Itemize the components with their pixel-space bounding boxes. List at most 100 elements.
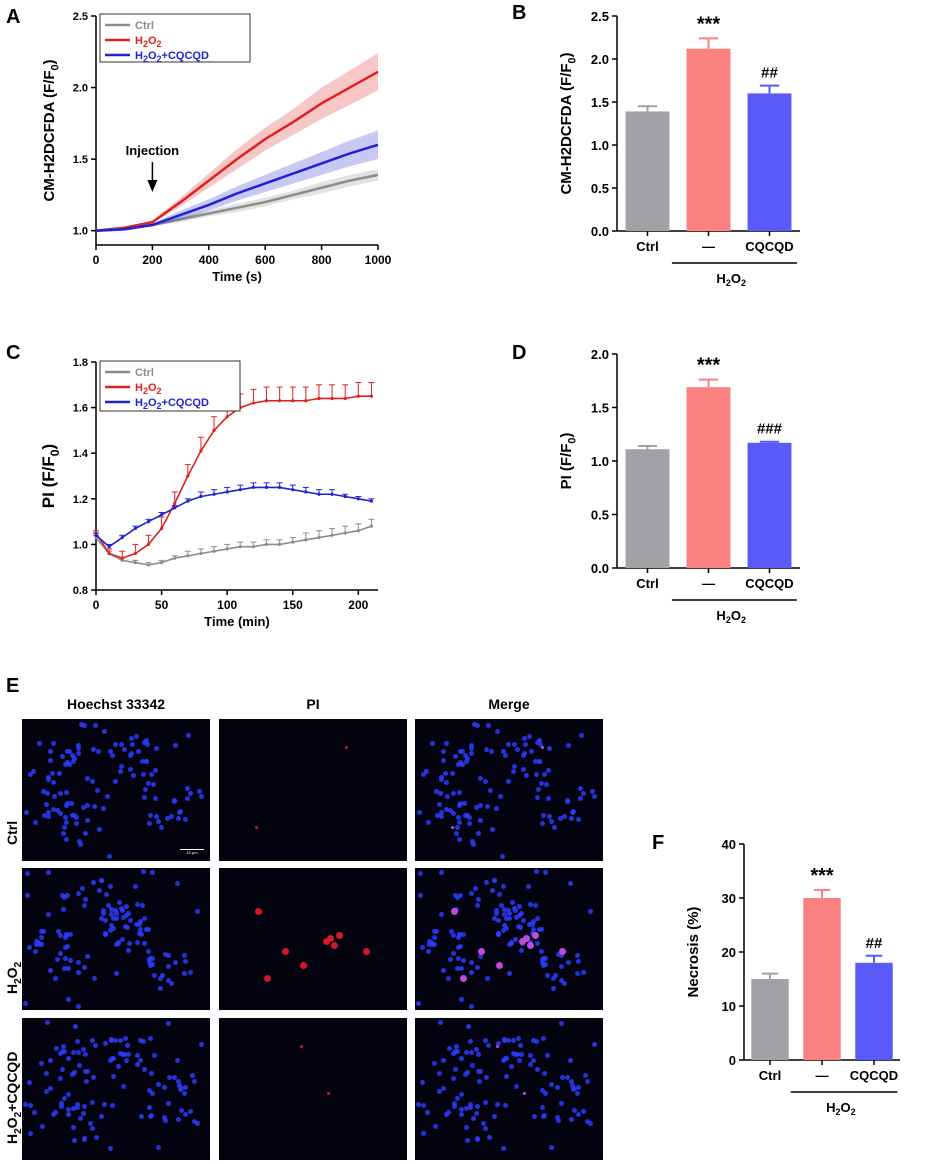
nucleus-dot xyxy=(24,871,30,877)
nucleus-dot xyxy=(445,976,451,982)
nucleus-dot xyxy=(92,1043,98,1049)
nucleus-dot xyxy=(176,1079,182,1085)
nucleus-dot xyxy=(101,910,106,916)
nucleus-dot xyxy=(475,897,481,903)
nucleus-dot xyxy=(147,1087,153,1093)
nucleus-dot xyxy=(162,1118,168,1124)
nucleus-dot xyxy=(41,812,47,818)
nucleus-dot xyxy=(175,815,181,821)
nucleus-dot xyxy=(490,887,496,893)
nucleus-dot xyxy=(172,799,178,805)
nucleus-dot xyxy=(75,742,81,748)
nucleus-dot xyxy=(138,927,144,933)
x-tick-label: 200 xyxy=(348,598,368,612)
nucleus-dot xyxy=(75,890,81,896)
nucleus-dot xyxy=(576,1111,582,1117)
legend-entry: H2​O2​+CQCQD xyxy=(135,50,209,64)
x-tick-label: 1000 xyxy=(365,253,392,267)
nucleus-dot xyxy=(457,819,463,825)
nucleus-dot xyxy=(161,1085,167,1091)
nucleus-dot xyxy=(451,810,457,816)
nucleus-dot xyxy=(93,1135,99,1141)
nucleus-dot xyxy=(507,941,513,947)
nucleus-dot xyxy=(550,986,556,992)
x-tick-label: 100 xyxy=(217,598,237,612)
nucleus-dot xyxy=(543,1090,549,1096)
nucleus-dot xyxy=(433,1123,439,1129)
nucleus-dot xyxy=(187,790,193,796)
x-tick-label: 400 xyxy=(199,253,219,267)
y-axis-label: Necrosis (%) xyxy=(685,907,702,998)
pi-dot xyxy=(330,941,338,949)
data-point xyxy=(120,535,124,540)
nucleus-dot xyxy=(505,908,511,914)
nucleus-dot xyxy=(52,1110,58,1116)
row-label-part: Ctrl xyxy=(4,820,20,845)
nucleus-dot xyxy=(135,939,141,945)
data-point xyxy=(343,531,347,535)
nucleus-dot xyxy=(454,825,460,831)
nucleus-dot xyxy=(457,748,463,754)
series-band-1 xyxy=(96,53,378,233)
data-point xyxy=(120,558,124,562)
nucleus-dot xyxy=(83,830,89,836)
nucleus-dot xyxy=(543,962,549,968)
nucleus-dot xyxy=(62,1095,68,1101)
nucleus-dot xyxy=(92,804,98,810)
nucleus-dot xyxy=(178,808,184,814)
nucleus-dot xyxy=(191,1119,197,1125)
row-label-part: O xyxy=(4,1117,20,1129)
nucleus-dot xyxy=(155,1144,161,1150)
nucleus-dot xyxy=(560,1074,566,1080)
nucleus-dot xyxy=(67,762,72,768)
nucleus-dot xyxy=(531,1058,537,1064)
chart-d-plot: 0.0 0.5 1.0 1.5 2.0 PI (F/F0) Ctrl — *** CQCQD ###… xyxy=(558,347,800,625)
nucleus-dot xyxy=(445,793,451,799)
data-point xyxy=(356,529,360,533)
nucleus-dot xyxy=(432,942,438,948)
nucleus-dot xyxy=(432,1061,438,1067)
nucleus-dot xyxy=(166,1101,172,1107)
nucleus-dot xyxy=(545,972,551,978)
nucleus-dot xyxy=(539,781,545,787)
row-label-part: O xyxy=(4,967,20,979)
nucleus-dot xyxy=(80,805,86,811)
data-point xyxy=(173,506,177,510)
nucleus-dot xyxy=(119,937,125,943)
nucleus-dot xyxy=(64,748,70,754)
nucleus-dot xyxy=(415,1001,421,1007)
nucleus-dot xyxy=(108,749,114,755)
nucleus-dot xyxy=(59,1067,65,1073)
nucleus-dot xyxy=(497,891,503,897)
legend-entry: H2​O2​+CQCQD xyxy=(135,397,209,411)
nucleus-dot xyxy=(66,1112,72,1118)
label-part: 2 xyxy=(726,615,731,625)
data-point xyxy=(369,524,374,528)
data-point xyxy=(199,449,203,453)
bar-0 xyxy=(751,979,789,1060)
nucleus-dot xyxy=(69,813,75,818)
pi-dot xyxy=(327,1091,330,1095)
nucleus-dot xyxy=(440,749,446,755)
nucleus-dot xyxy=(107,1057,113,1063)
nucleus-dot xyxy=(50,779,56,785)
nucleus-dot xyxy=(48,757,54,763)
nucleus-dot xyxy=(165,953,171,959)
nucleus-dot xyxy=(520,917,526,923)
nucleus-dot xyxy=(61,966,67,972)
nucleus-dot xyxy=(475,1137,481,1143)
pi-dot xyxy=(255,826,258,830)
nucleus-dot xyxy=(67,958,73,964)
nucleus-dot xyxy=(118,1051,124,1057)
nucleus-dot xyxy=(40,1123,46,1129)
nucleus-dot xyxy=(535,1067,541,1073)
nucleus-dot xyxy=(139,903,145,909)
nucleus-dot xyxy=(459,1112,465,1118)
nucleus-dot xyxy=(528,1062,534,1068)
micrograph-0-1 xyxy=(219,719,407,861)
nucleus-dot xyxy=(584,1119,590,1125)
nucleus-dot xyxy=(458,1056,464,1062)
nucleus-dot xyxy=(458,893,464,899)
series-line-1 xyxy=(95,395,372,559)
nucleus-dot xyxy=(554,1085,560,1091)
